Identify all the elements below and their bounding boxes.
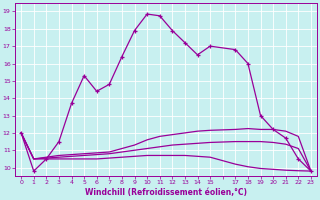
X-axis label: Windchill (Refroidissement éolien,°C): Windchill (Refroidissement éolien,°C) [85,188,247,197]
